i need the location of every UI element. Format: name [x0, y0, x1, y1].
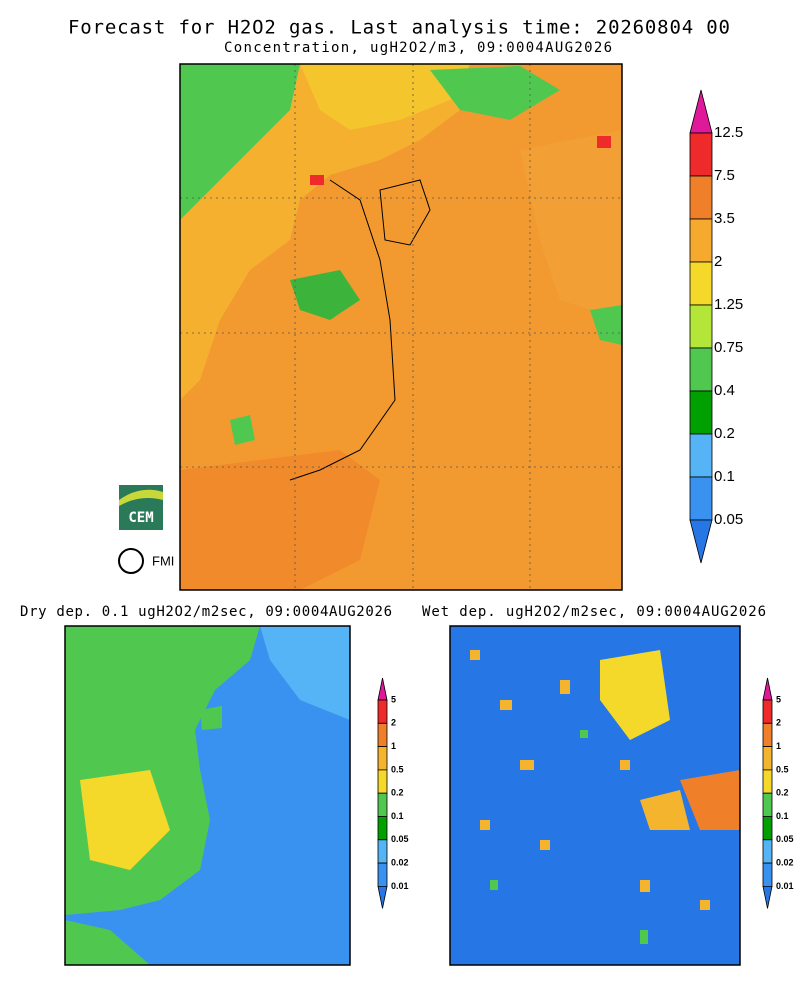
- colorbar-label: 0.5: [776, 764, 789, 774]
- colorbar-label: 5: [391, 694, 396, 704]
- colorbar-label: 0.1: [391, 811, 404, 821]
- colorbar-segment: [762, 839, 773, 864]
- colorbar-arrow: [762, 677, 773, 701]
- dry-map: [64, 625, 351, 966]
- colorbar-segment: [762, 862, 773, 887]
- colorbar-segment: [689, 132, 713, 177]
- colorbar-segment: [689, 476, 713, 521]
- colorbar-label: 0.4: [714, 382, 735, 399]
- colorbar-label: 0.2: [776, 788, 789, 798]
- colorbar-segment: [762, 769, 773, 794]
- colorbar-segment: [762, 746, 773, 771]
- main-title: Forecast for H2O2 gas. Last analysis tim…: [68, 17, 730, 39]
- colorbar-label: 0.01: [391, 881, 409, 891]
- panel-title: Concentration, ugH2O2/m3, 09:0004AUG2026: [224, 40, 612, 56]
- colorbar-arrow: [762, 886, 773, 909]
- colorbar-segment: [689, 390, 713, 435]
- colorbar-segment: [689, 261, 713, 306]
- colorbar-segment: [377, 769, 388, 794]
- colorbar-segment: [377, 699, 388, 724]
- colorbar-label: 2: [391, 718, 396, 728]
- colorbar-label: 0.02: [776, 857, 794, 867]
- logo-text: CEM: [128, 510, 153, 526]
- colorbar-label: 1.25: [714, 296, 743, 313]
- panel-title: Dry dep. 0.1 ugH2O2/m2sec, 09:0004AUG202…: [20, 604, 392, 620]
- colorbar-label: 7.5: [714, 167, 735, 184]
- colorbar-segment: [377, 746, 388, 771]
- colorbar-label: 0.05: [776, 834, 794, 844]
- colorbar-label: 0.75: [714, 339, 743, 356]
- colorbar-segment: [762, 722, 773, 747]
- panel-title: Wet dep. ugH2O2/m2sec, 09:0004AUG2026: [422, 604, 766, 620]
- logo-text: FMI: [152, 553, 174, 568]
- colorbar-label: 2: [714, 253, 722, 270]
- colorbar-label: 0.5: [391, 764, 404, 774]
- colorbar-label: 0.01: [776, 881, 794, 891]
- colorbar-label: 0.05: [391, 834, 409, 844]
- logo: CEM FMI: [118, 485, 174, 574]
- colorbar-segment: [377, 816, 388, 841]
- colorbar-segment: [377, 839, 388, 864]
- colorbar-label: 0.02: [391, 857, 409, 867]
- colorbar-label: 12.5: [714, 124, 743, 141]
- colorbar-segment: [689, 433, 713, 478]
- colorbar-segment: [762, 699, 773, 724]
- colorbar-label: 0.1: [714, 468, 735, 485]
- colorbar-segment: [377, 792, 388, 817]
- colorbar-label: 0.1: [776, 811, 789, 821]
- colorbar-arrow: [377, 886, 388, 909]
- colorbar-label: 0.05: [714, 511, 743, 528]
- colorbar-segment: [689, 304, 713, 349]
- colorbar-segment: [689, 218, 713, 263]
- colorbar-segment: [689, 175, 713, 220]
- colorbar-label: 2: [776, 718, 781, 728]
- colorbar-arrow: [377, 677, 388, 701]
- wet-map: [449, 625, 741, 966]
- colorbar-arrow: [689, 89, 713, 134]
- colorbar-label: 1: [391, 741, 396, 751]
- colorbar-segment: [377, 862, 388, 887]
- colorbar-segment: [762, 792, 773, 817]
- colorbar-label: 3.5: [714, 210, 735, 227]
- colorbar-label: 0.2: [714, 425, 735, 442]
- colorbar-arrow: [689, 519, 713, 564]
- colorbar-segment: [762, 816, 773, 841]
- main-map: [179, 63, 623, 591]
- colorbar-label: 1: [776, 741, 781, 751]
- colorbar-segment: [377, 722, 388, 747]
- colorbar-segment: [689, 347, 713, 392]
- colorbar-label: 5: [776, 694, 781, 704]
- colorbar-label: 0.2: [391, 788, 404, 798]
